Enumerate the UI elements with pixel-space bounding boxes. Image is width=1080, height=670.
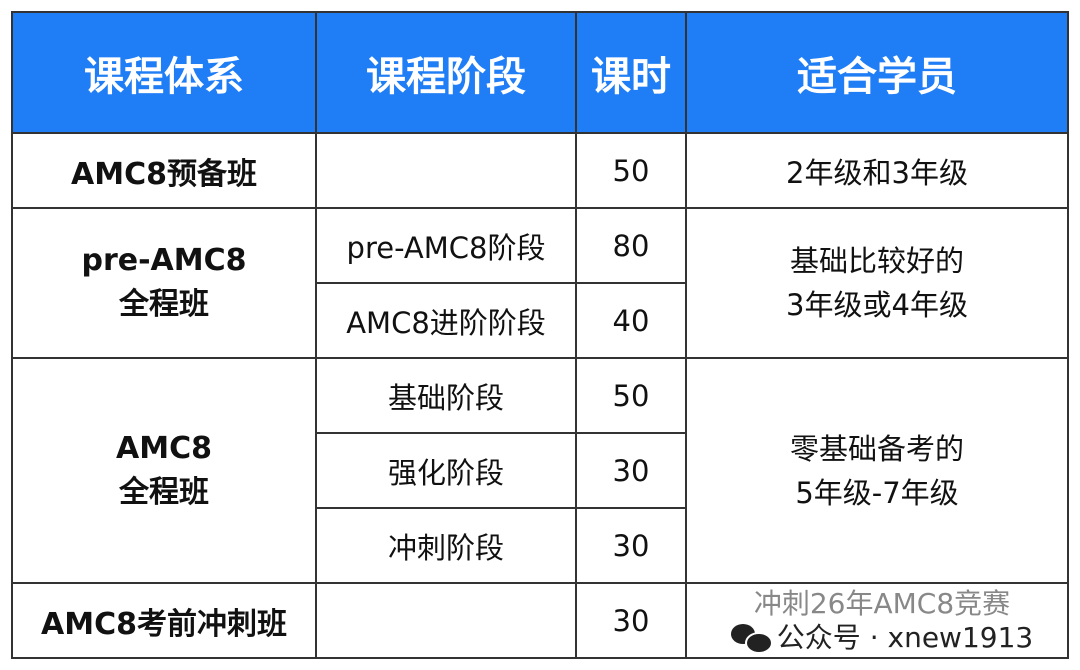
students-line: 5年级-7年级: [795, 475, 959, 510]
students: 基础比较好的 3年级或4年级: [685, 207, 1069, 359]
hours: 80: [575, 207, 687, 284]
course-system-line: pre-AMC8: [81, 243, 247, 278]
students: 零基础备考的 5年级-7年级: [685, 357, 1069, 584]
hours: 50: [575, 132, 687, 209]
students-line: 3年级或4年级: [786, 288, 968, 322]
table-row: pre-AMC8 全程班 pre-AMC8阶段 80 基础比较好的 3年级或4年级: [11, 207, 1069, 359]
header-row: 课程体系 课程阶段 课时 适合学员: [11, 11, 1069, 134]
watermark-account: 公众号 · xnew1913: [730, 621, 1034, 655]
hours: 30: [575, 507, 687, 584]
header-hours: 课时: [575, 11, 687, 134]
course-system: pre-AMC8 全程班: [11, 207, 317, 359]
table-row: AMC8预备班 50 2年级和3年级: [11, 132, 1069, 209]
wechat-icon: [730, 624, 773, 654]
header-course-system: 课程体系: [11, 11, 317, 134]
course-stage: AMC8进阶阶段: [315, 282, 577, 359]
course-stage: 冲刺阶段: [315, 507, 577, 584]
hours: 30: [575, 432, 687, 509]
table-row: AMC8考前冲刺班 30: [11, 582, 1069, 659]
course-system-line: 全程班: [119, 474, 209, 510]
watermark-title: 冲刺26年AMC8竞赛: [753, 587, 1011, 620]
watermark-account-text: 公众号 · xnew1913: [776, 621, 1034, 654]
students-line: 零基础备考的: [789, 431, 964, 466]
course-system-line: AMC8: [116, 430, 212, 466]
course-stage: 强化阶段: [315, 432, 577, 509]
table-row: AMC8进阶阶段 40: [12, 282, 1068, 359]
course-stage: [315, 582, 577, 659]
course-system: AMC8考前冲刺班: [11, 582, 317, 659]
hours: 30: [575, 582, 687, 659]
course-system: AMC8预备班: [11, 132, 317, 209]
course-table: 课程体系 课程阶段 课时 适合学员 AMC8预备班 50 2年级和3年级 pre…: [11, 11, 1069, 659]
course-system: AMC8 全程班: [11, 357, 317, 584]
course-system-line: 全程班: [119, 287, 209, 322]
hours: 50: [575, 357, 687, 434]
course-stage: [315, 132, 577, 209]
table-row: 强化阶段 30: [12, 432, 1068, 509]
students: 2年级和3年级: [685, 132, 1069, 209]
watermark: 冲刺26年AMC8竞赛 公众号 · xnew1913: [700, 586, 1064, 656]
table-row: 冲刺阶段 30: [12, 507, 1068, 584]
students-line: 基础比较好的: [789, 244, 964, 278]
header-students: 适合学员: [685, 11, 1069, 134]
table-row: AMC8 全程班 基础阶段 50 零基础备考的 5年级-7年级: [11, 357, 1069, 584]
hours: 40: [575, 282, 687, 359]
course-stage: 基础阶段: [315, 357, 577, 434]
header-course-stage: 课程阶段: [315, 11, 577, 134]
course-stage: pre-AMC8阶段: [315, 207, 577, 284]
